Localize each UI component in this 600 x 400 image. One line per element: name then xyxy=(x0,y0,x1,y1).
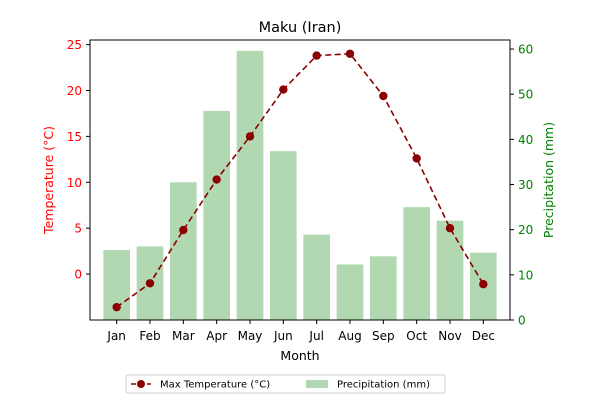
temperature-point-oct xyxy=(412,154,421,163)
right-tick-label: 60 xyxy=(518,43,533,57)
x-tick-label: May xyxy=(238,329,263,343)
temperature-point-jul xyxy=(312,51,321,60)
left-tick-label: 5 xyxy=(74,222,82,236)
x-tick-label: Jun xyxy=(273,329,293,343)
precip-bar-oct xyxy=(403,207,430,320)
left-axis: 0 5 10 15 20 25 xyxy=(67,38,90,282)
precip-bars xyxy=(103,50,497,320)
legend-line-marker xyxy=(137,380,145,388)
x-tick-label: Nov xyxy=(438,329,461,343)
right-axis: 0 10 20 30 40 50 60 xyxy=(510,43,533,328)
temperature-point-apr xyxy=(212,175,221,184)
x-tick-label: Sep xyxy=(372,329,395,343)
x-tick-label: Jan xyxy=(106,329,126,343)
x-tick-label: Dec xyxy=(472,329,495,343)
right-tick-label: 20 xyxy=(518,223,533,237)
right-tick-label: 0 xyxy=(518,314,526,328)
temperature-point-jun xyxy=(279,85,288,94)
legend: Max Temperature (°C) Precipitation (mm) xyxy=(125,374,446,394)
left-tick-label: 0 xyxy=(74,268,82,282)
precip-bar-jun xyxy=(270,151,297,320)
right-tick-label: 30 xyxy=(518,178,533,192)
temperature-point-nov xyxy=(445,223,455,233)
left-tick-label: 15 xyxy=(67,130,82,144)
chart-title: Maku (Iran) xyxy=(259,20,342,36)
temperature-series-line xyxy=(116,52,485,308)
x-tick-label: Jul xyxy=(308,329,323,343)
x-tick-label: Aug xyxy=(338,329,361,343)
right-tick-label: 40 xyxy=(518,133,533,147)
left-tick-label: 20 xyxy=(67,84,82,98)
plot-frame xyxy=(89,39,511,321)
x-axis-label: Month xyxy=(280,348,319,363)
temperature-line xyxy=(112,49,488,312)
temperature-point-mar xyxy=(179,225,188,235)
temperature-point-feb xyxy=(145,279,155,288)
x-tick-label: Feb xyxy=(139,329,160,343)
left-axis-label: Temperature (°C) xyxy=(41,126,56,235)
precip-bar-mar xyxy=(170,182,197,320)
right-axis-label: Precipitation (mm) xyxy=(541,122,556,238)
temperature-point-sep xyxy=(379,91,388,101)
precip-bar-nov xyxy=(436,220,464,320)
right-tick-label: 10 xyxy=(518,268,533,282)
left-tick-label: 10 xyxy=(67,176,82,190)
temperature-point-jan xyxy=(112,302,121,312)
precip-bar-aug xyxy=(336,264,364,320)
x-axis: Jan Feb Mar Apr May Jun Jul Aug Sep Oct Nov Dec xyxy=(106,320,495,343)
temperature-point-aug xyxy=(345,49,355,58)
precip-bar-jul xyxy=(303,234,330,320)
x-tick-label: Apr xyxy=(206,329,227,343)
temperature-point-dec xyxy=(479,279,488,289)
precip-bar-may xyxy=(236,50,264,320)
precip-bar-sep xyxy=(370,256,397,320)
precip-bar-apr xyxy=(203,110,230,320)
left-tick-label: 25 xyxy=(67,38,82,52)
legend-label-precipitation: Precipitation (mm) xyxy=(337,380,430,391)
temperature-point-may xyxy=(245,132,255,141)
right-tick-label: 50 xyxy=(518,88,533,102)
legend-frame xyxy=(125,374,446,394)
legend-label-temperature: Max Temperature (°C) xyxy=(160,380,270,391)
legend-bar-swatch xyxy=(306,380,328,388)
x-tick-label: Mar xyxy=(172,329,195,343)
x-tick-label: Oct xyxy=(406,329,427,343)
